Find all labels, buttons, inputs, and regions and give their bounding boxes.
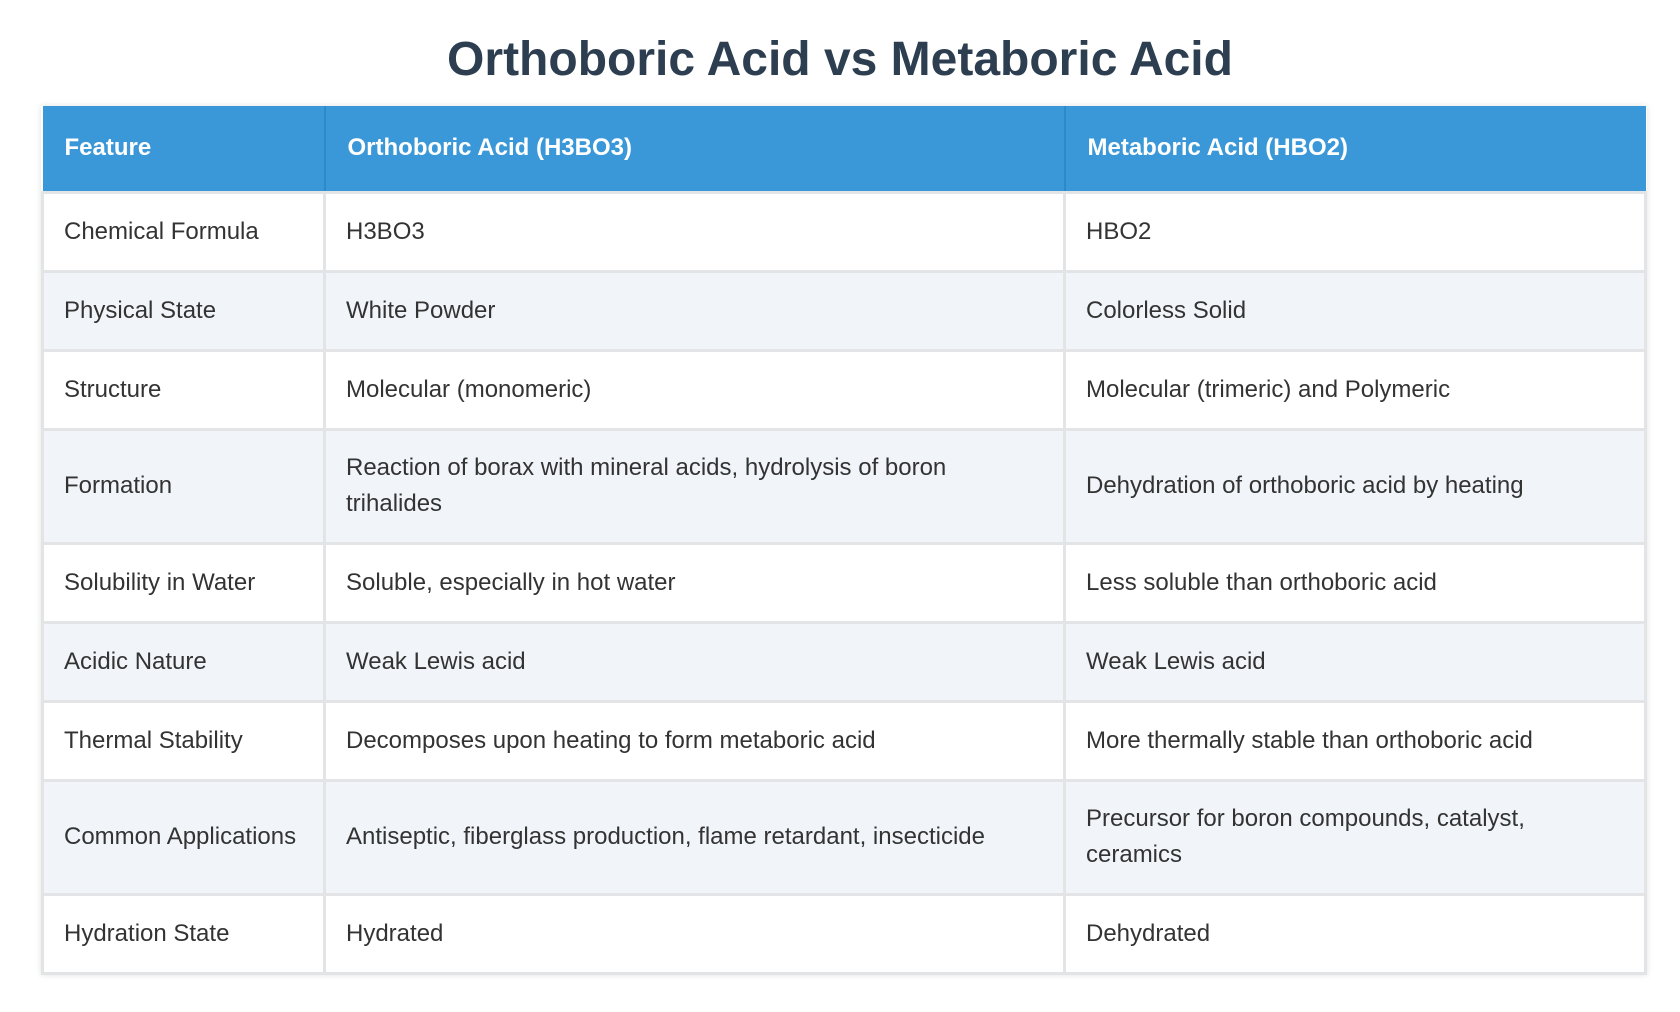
orthoboric-cell: Reaction of borax with mineral acids, hy… [323, 427, 1066, 545]
table-row: Chemical Formula H3BO3 HBO2 [41, 190, 1647, 273]
table-row: Acidic Nature Weak Lewis acid Weak Lewis… [41, 620, 1647, 703]
feature-cell: Thermal Stability [41, 699, 326, 782]
header-row: Feature Orthoboric Acid (H3BO3) Metabori… [42, 106, 1646, 192]
comparison-table: Feature Orthoboric Acid (H3BO3) Metabori… [41, 106, 1647, 975]
metaboric-cell: More thermally stable than orthoboric ac… [1063, 699, 1647, 782]
orthoboric-cell: Hydrated [323, 892, 1066, 975]
metaboric-cell: Colorless Solid [1063, 269, 1647, 352]
column-header-metaboric: Metaboric Acid (HBO2) [1064, 106, 1646, 192]
orthoboric-cell: H3BO3 [323, 190, 1066, 273]
orthoboric-cell: Decomposes upon heating to form metabori… [323, 699, 1066, 782]
table-row: Hydration State Hydrated Dehydrated [41, 892, 1647, 975]
orthoboric-cell: White Powder [323, 269, 1066, 352]
metaboric-cell: Dehydration of orthoboric acid by heatin… [1063, 427, 1647, 545]
table-body: Chemical Formula H3BO3 HBO2 Physical Sta… [41, 190, 1647, 975]
table-row: Structure Molecular (monomeric) Molecula… [41, 348, 1647, 431]
orthoboric-cell: Molecular (monomeric) [323, 348, 1066, 431]
orthoboric-cell: Soluble, especially in hot water [323, 541, 1066, 624]
table-row: Formation Reaction of borax with mineral… [41, 427, 1647, 545]
table-row: Physical State White Powder Colorless So… [41, 269, 1647, 352]
metaboric-cell: Precursor for boron compounds, catalyst,… [1063, 778, 1647, 896]
table-row: Common Applications Antiseptic, fibergla… [41, 778, 1647, 896]
column-header-orthoboric: Orthoboric Acid (H3BO3) [324, 106, 1066, 192]
feature-cell: Formation [41, 427, 326, 545]
feature-cell: Hydration State [41, 892, 326, 975]
feature-cell: Chemical Formula [41, 190, 326, 273]
feature-cell: Common Applications [41, 778, 326, 896]
metaboric-cell: Less soluble than orthoboric acid [1063, 541, 1647, 624]
metaboric-cell: HBO2 [1063, 190, 1647, 273]
table-header: Feature Orthoboric Acid (H3BO3) Metabori… [42, 106, 1646, 192]
feature-cell: Acidic Nature [41, 620, 326, 703]
table-row: Solubility in Water Soluble, especially … [41, 541, 1647, 624]
column-header-feature: Feature [42, 106, 326, 192]
page-title: Orthoboric Acid vs Metaboric Acid [447, 33, 1233, 86]
orthoboric-cell: Antiseptic, fiberglass production, flame… [323, 778, 1066, 896]
feature-cell: Solubility in Water [41, 541, 326, 624]
feature-cell: Physical State [41, 269, 326, 352]
metaboric-cell: Weak Lewis acid [1063, 620, 1647, 703]
metaboric-cell: Dehydrated [1063, 892, 1647, 975]
table-row: Thermal Stability Decomposes upon heatin… [41, 699, 1647, 782]
metaboric-cell: Molecular (trimeric) and Polymeric [1063, 348, 1647, 431]
feature-cell: Structure [41, 348, 326, 431]
orthoboric-cell: Weak Lewis acid [323, 620, 1066, 703]
